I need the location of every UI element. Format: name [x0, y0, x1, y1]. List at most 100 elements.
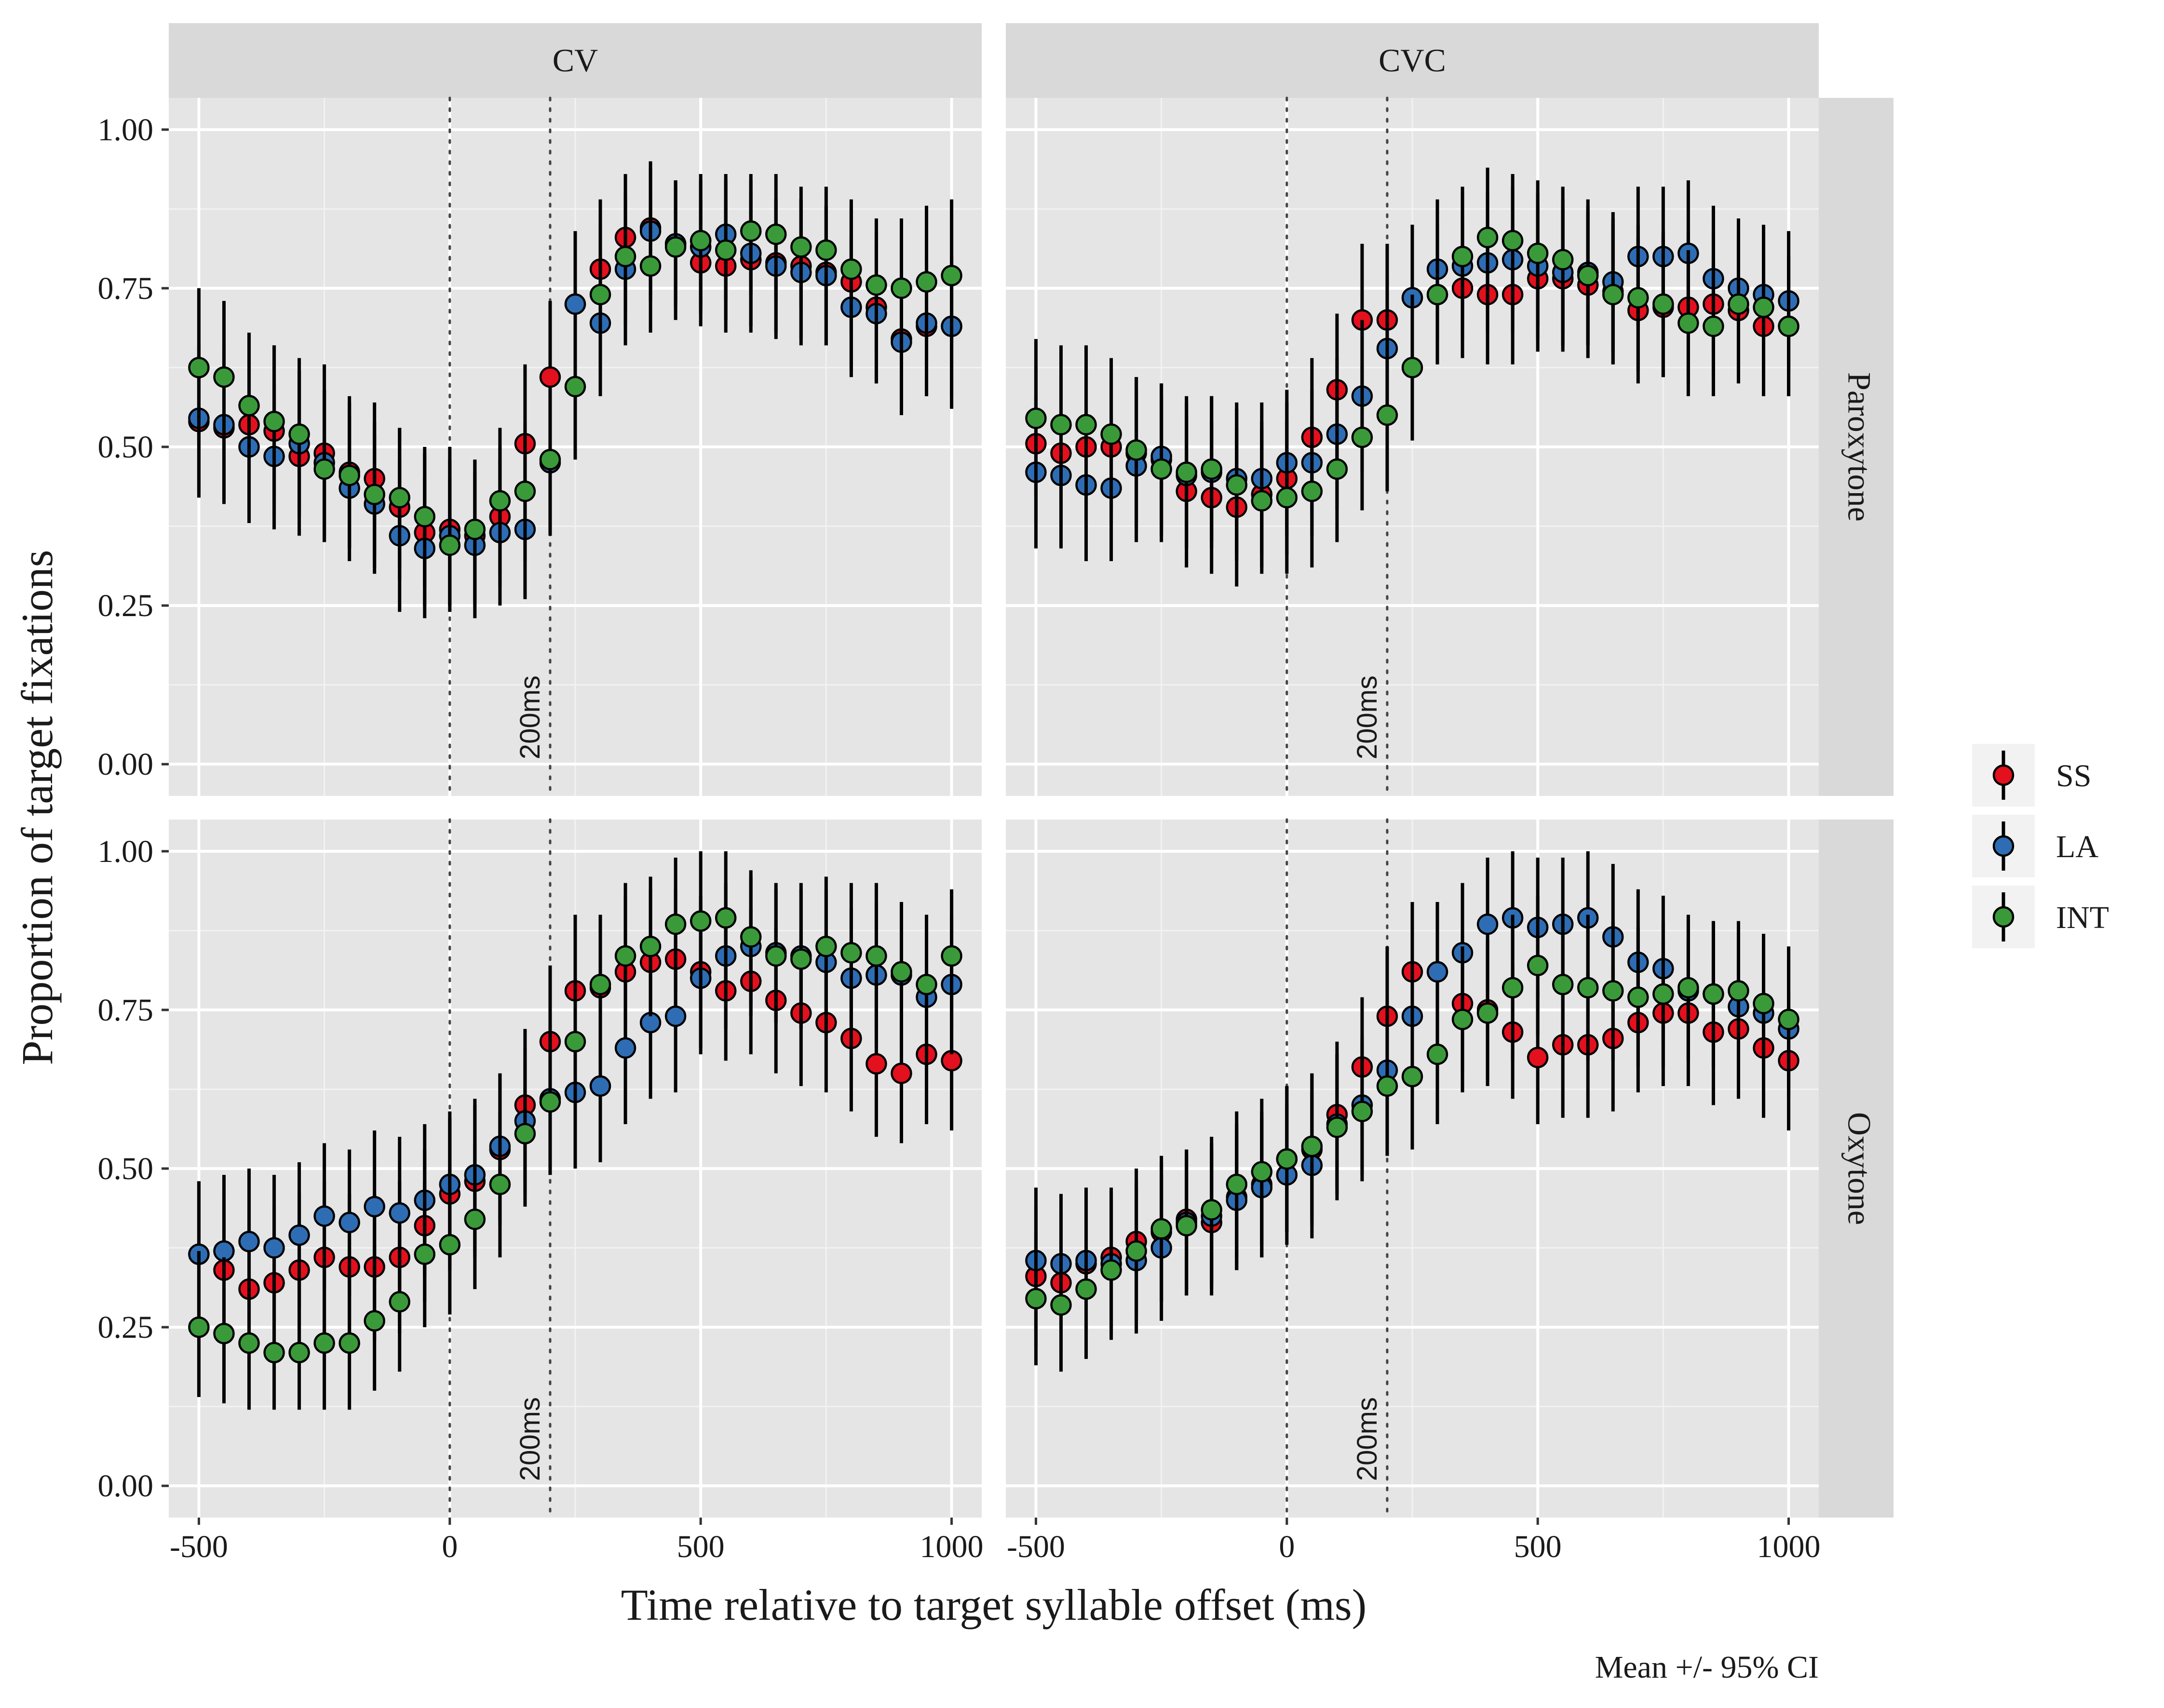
data-point: [1251, 490, 1273, 512]
data-point: [1778, 315, 1799, 337]
data-point: [891, 277, 912, 299]
legend-label: SS: [2056, 758, 2091, 793]
data-point: [1025, 1288, 1047, 1310]
data-point: [1050, 414, 1072, 436]
data-point: [1100, 423, 1122, 445]
y-tick-label: 0.00: [98, 747, 154, 782]
y-axis-ticks: 0.00 0.25 0.50 0.75 1.00 0.00 0.25 0.50 0.75 1.00: [98, 112, 169, 1504]
data-point: [1276, 1148, 1298, 1170]
data-point: [1728, 980, 1749, 1002]
data-point: [614, 1037, 636, 1059]
panel-cvc-oxytone: 200ms: [1006, 818, 1819, 1519]
data-point: [1251, 1161, 1273, 1183]
data-point: [815, 936, 837, 957]
data-point: [866, 274, 887, 296]
data-point: [715, 239, 737, 261]
data-point: [539, 1091, 561, 1113]
data-point: [414, 1243, 436, 1265]
data-point: [238, 1231, 260, 1252]
panels-layer: 200ms 200ms 200ms 200ms: [169, 96, 1819, 1519]
data-point: [1451, 245, 1474, 268]
legend-key-point: [1992, 764, 2015, 786]
series-int: [1025, 167, 1799, 574]
data-point: [1476, 1002, 1499, 1024]
data-point: [765, 945, 787, 967]
reference-line-label: 200ms: [1352, 1397, 1383, 1481]
data-point: [213, 366, 235, 388]
chart-caption: Mean +/- 95% CI: [1595, 1650, 1819, 1685]
data-point: [564, 293, 586, 315]
data-point: [564, 1031, 586, 1052]
data-point: [1753, 993, 1774, 1014]
data-point: [891, 961, 912, 983]
data-point: [589, 283, 611, 306]
data-point: [866, 945, 887, 967]
panel-cvc-paroxytone: 200ms: [1006, 96, 1819, 797]
facet-strip-cvc: CVC: [1006, 23, 1819, 98]
x-tick-label: 500: [1514, 1529, 1562, 1564]
data-point: [539, 366, 561, 388]
data-point: [690, 229, 712, 252]
data-point: [664, 236, 687, 258]
data-point: [715, 907, 737, 929]
reference-line-label: 200ms: [514, 675, 546, 759]
facet-label-cvc: CVC: [1379, 42, 1446, 79]
data-point: [364, 1310, 385, 1332]
data-point: [1677, 312, 1699, 334]
data-point: [1226, 1173, 1247, 1196]
data-point: [364, 1196, 385, 1218]
data-point: [338, 1332, 360, 1354]
data-point: [1753, 296, 1774, 318]
facet-strip-paroxytone: Paroxytone: [1819, 98, 1894, 796]
data-point: [313, 458, 335, 480]
data-point: [288, 423, 310, 445]
x-axis-title: Time relative to target syllable offset …: [621, 1580, 1367, 1629]
data-point: [288, 1342, 310, 1363]
data-point: [1125, 1240, 1147, 1262]
legend-item-la: LA: [1972, 815, 2098, 877]
data-point: [1075, 414, 1097, 436]
data-point: [389, 1291, 410, 1313]
data-point: [589, 1075, 611, 1097]
series-int: [188, 174, 962, 612]
y-tick-label: 0.50: [98, 1151, 154, 1186]
data-point: [740, 220, 762, 242]
data-point: [1401, 357, 1423, 378]
data-point: [1778, 1009, 1799, 1030]
data-point: [941, 945, 962, 967]
data-point: [238, 395, 260, 417]
data-point: [1476, 227, 1499, 248]
data-point: [1150, 1218, 1172, 1240]
x-tick-label: 1000: [920, 1529, 984, 1564]
data-point: [1075, 1278, 1097, 1300]
series-int: [1025, 895, 1799, 1372]
panel-cv-oxytone: 200ms: [169, 818, 982, 1519]
data-point: [589, 974, 611, 995]
data-point: [664, 913, 687, 935]
data-point: [389, 487, 410, 509]
data-point: [1100, 1259, 1122, 1281]
data-point: [338, 464, 360, 486]
x-tick-label: 0: [1279, 1529, 1295, 1564]
data-point: [1527, 1047, 1549, 1068]
data-point: [916, 271, 937, 293]
y-tick-label: 1.00: [98, 112, 154, 148]
facet-strip-cv: CV: [169, 23, 982, 98]
data-point: [1703, 315, 1724, 337]
data-point: [614, 945, 636, 967]
data-point: [1602, 980, 1624, 1002]
y-tick-label: 0.75: [98, 271, 154, 306]
data-point: [1627, 287, 1649, 309]
data-point: [338, 1211, 360, 1234]
data-point: [815, 239, 837, 261]
data-point: [1552, 249, 1574, 270]
facet-label-paroxytone: Paroxytone: [1841, 372, 1878, 522]
data-point: [1326, 458, 1348, 480]
data-point: [514, 1123, 536, 1144]
data-point: [1577, 265, 1599, 286]
data-point: [941, 265, 962, 286]
legend-label: INT: [2056, 900, 2109, 935]
data-point: [238, 1332, 260, 1354]
data-point: [1552, 974, 1574, 995]
